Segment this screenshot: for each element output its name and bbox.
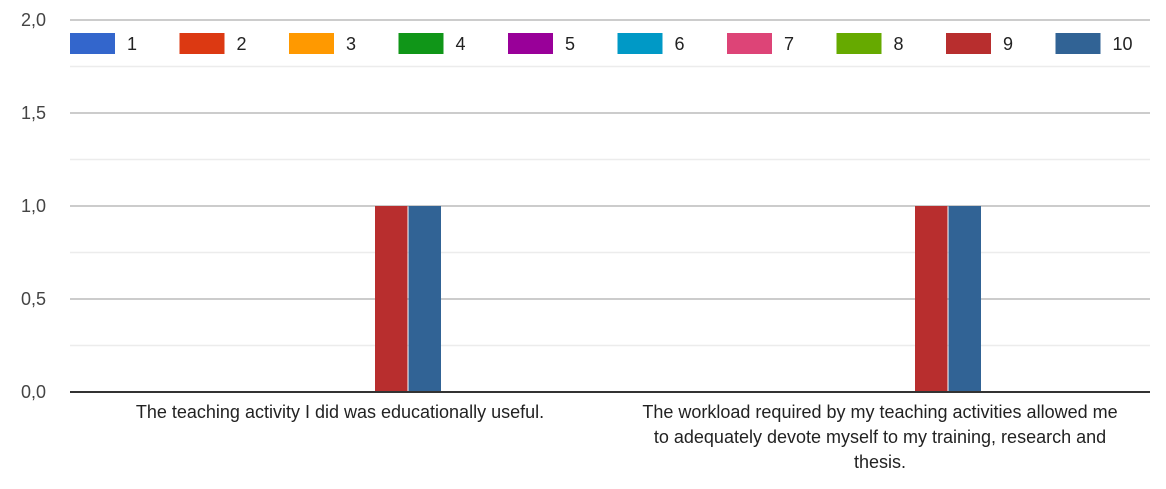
legend-item-3: 3	[289, 33, 356, 54]
y-tick-label: 0,5	[21, 289, 46, 309]
x-category-label-1: The teaching activity I did was educatio…	[135, 402, 545, 422]
gridlines	[70, 19, 1150, 347]
bars	[375, 206, 981, 392]
legend-label: 1	[127, 34, 137, 54]
bar-series-10-cat-1	[408, 206, 441, 392]
legend-item-9: 9	[946, 33, 1013, 54]
legend-item-4: 4	[398, 33, 466, 54]
legend-item-10: 10	[1055, 33, 1133, 54]
legend-item-5: 5	[508, 33, 575, 54]
legend-label: 8	[894, 34, 904, 54]
legend-item-7: 7	[727, 33, 794, 54]
x-category-label-2: The workload required by my teaching act…	[642, 402, 1118, 472]
legend-label: 4	[456, 34, 466, 54]
legend-swatch	[398, 33, 444, 54]
legend-label: 3	[346, 34, 356, 54]
legend-swatch	[1055, 33, 1101, 54]
legend-item-2: 2	[179, 33, 247, 54]
legend-swatch	[946, 33, 991, 54]
legend-item-8: 8	[836, 33, 904, 54]
bar-series-9-cat-1	[375, 206, 408, 392]
legend-label: 6	[675, 34, 685, 54]
legend-swatch	[70, 33, 115, 54]
legend-item-6: 6	[617, 33, 685, 54]
bar-series-10-cat-2	[948, 206, 981, 392]
legend-swatch	[836, 33, 882, 54]
legend-label: 10	[1113, 34, 1133, 54]
legend-swatch	[617, 33, 663, 54]
legend-item-1: 1	[70, 33, 137, 54]
y-tick-label: 2,0	[21, 10, 46, 30]
legend: 1 2 3 4 5 6 7 8 9 10	[70, 33, 1133, 54]
legend-swatch	[727, 33, 772, 54]
bar-series-9-cat-2	[915, 206, 948, 392]
y-tick-label: 0,0	[21, 382, 46, 402]
legend-swatch	[508, 33, 553, 54]
legend-label: 2	[237, 34, 247, 54]
legend-label: 7	[784, 34, 794, 54]
legend-swatch	[289, 33, 334, 54]
y-tick-label: 1,5	[21, 103, 46, 123]
y-axis-ticks: 0,0 0,5 1,0 1,5 2,0	[21, 10, 46, 402]
y-tick-label: 1,0	[21, 196, 46, 216]
legend-label: 9	[1003, 34, 1013, 54]
legend-swatch	[179, 33, 225, 54]
legend-label: 5	[565, 34, 575, 54]
